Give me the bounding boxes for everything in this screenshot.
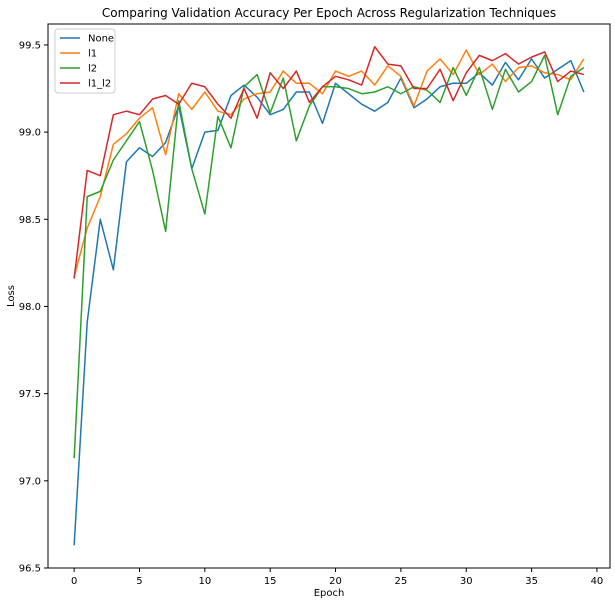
x-tick-label: 25 — [395, 576, 408, 587]
x-tick-label: 20 — [329, 576, 342, 587]
y-tick-label: 97.5 — [19, 389, 41, 400]
y-tick-label: 96.5 — [19, 564, 41, 575]
series-line-none — [73, 58, 585, 546]
y-axis-ticks: 96.5 97.0 97.5 98.0 98.5 99.0 99.5 — [19, 40, 48, 575]
y-tick-label: 97.0 — [19, 476, 41, 487]
legend-entry-label: l1_l2 — [88, 79, 111, 90]
x-axis-ticks: 0 5 10 15 20 25 30 35 40 — [71, 568, 603, 587]
x-tick-label: 35 — [525, 576, 538, 587]
x-tick-label: 0 — [71, 576, 77, 587]
legend-entry-label: None — [88, 34, 114, 45]
legend: None l1 l2 l1_l2 — [54, 28, 116, 94]
legend-box — [54, 28, 116, 94]
legend-entry-label: l1 — [88, 49, 97, 60]
y-tick-label: 99.0 — [19, 128, 41, 139]
y-tick-label: 99.5 — [19, 40, 41, 51]
x-tick-label: 40 — [591, 576, 604, 587]
x-axis-label: Epoch — [314, 588, 345, 599]
y-tick-label: 98.5 — [19, 215, 41, 226]
y-axis-label: Loss — [6, 285, 17, 307]
x-tick-label: 10 — [198, 576, 211, 587]
series-line-l1-l2 — [73, 45, 585, 279]
x-tick-label: 5 — [136, 576, 142, 587]
y-tick-label: 98.0 — [19, 302, 41, 313]
x-tick-label: 30 — [460, 576, 473, 587]
series-line-l2 — [73, 54, 585, 459]
legend-entry-label: l2 — [88, 64, 97, 75]
plot-area-frame — [47, 23, 611, 569]
chart-title: Comparing Validation Accuracy Per Epoch … — [102, 6, 556, 20]
x-tick-label: 15 — [264, 576, 277, 587]
